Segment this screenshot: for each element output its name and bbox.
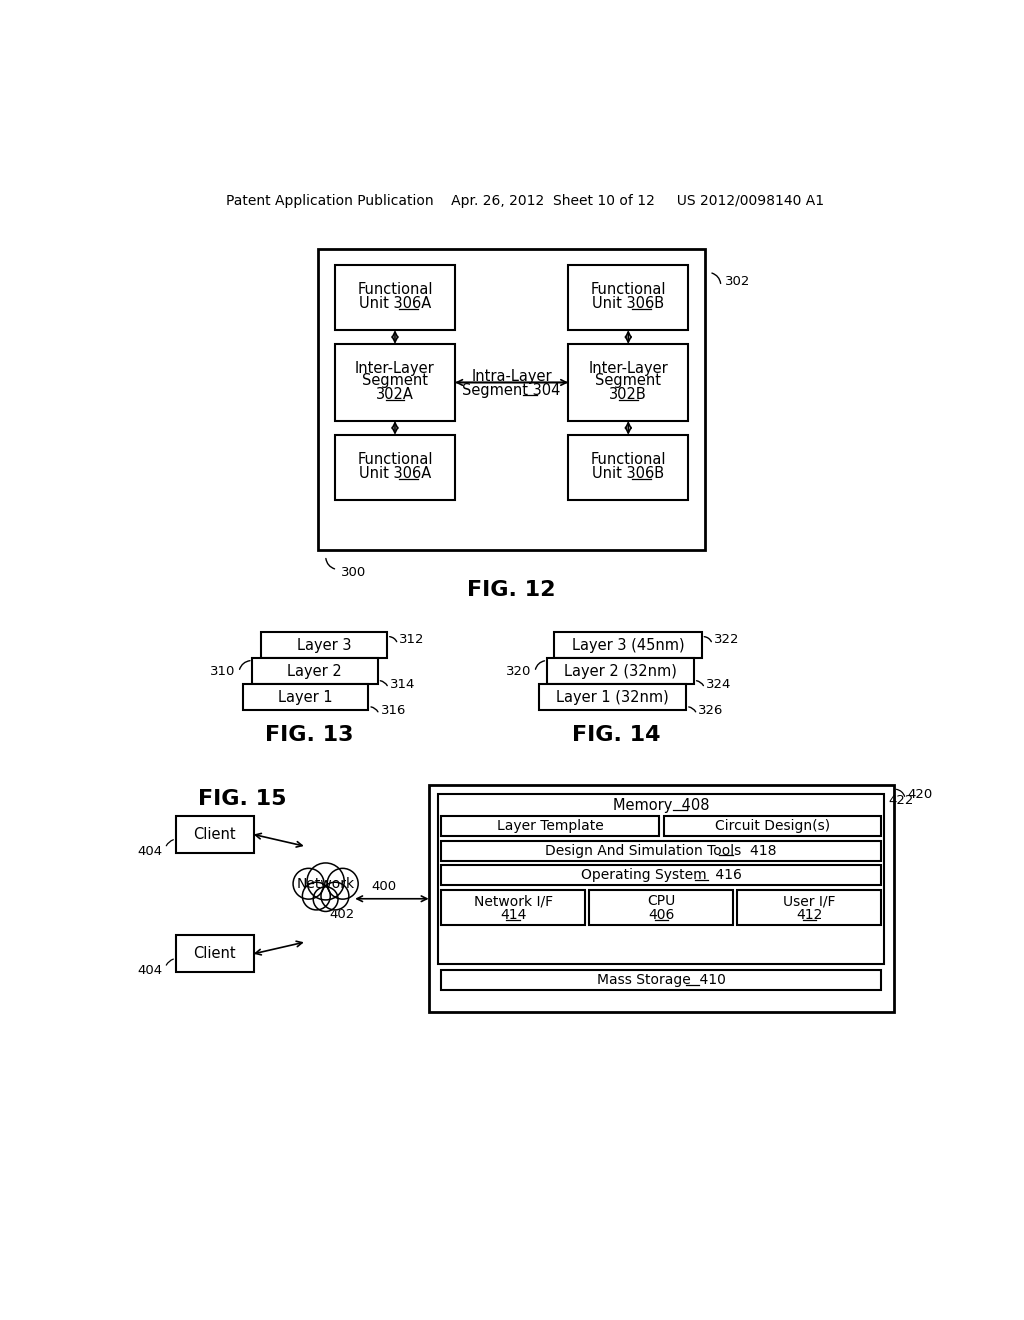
Circle shape (293, 869, 324, 899)
Text: Design And Simulation Tools  418: Design And Simulation Tools 418 (546, 843, 777, 858)
Text: Patent Application Publication    Apr. 26, 2012  Sheet 10 of 12     US 2012/0098: Patent Application Publication Apr. 26, … (225, 194, 824, 207)
Text: Inter-Layer: Inter-Layer (589, 362, 668, 376)
Bar (441, 816, 658, 836)
Bar (429, 785, 894, 1012)
Text: Unit 306B: Unit 306B (592, 296, 665, 312)
Text: 326: 326 (698, 704, 724, 717)
Text: 324: 324 (707, 677, 731, 690)
Text: 316: 316 (381, 704, 407, 717)
Text: Inter-Layer: Inter-Layer (355, 362, 435, 376)
Text: 312: 312 (399, 634, 425, 647)
Text: Layer 1: Layer 1 (279, 690, 333, 705)
Bar (261, 632, 387, 659)
Text: Operating System  416: Operating System 416 (581, 869, 741, 882)
Text: 320: 320 (506, 665, 531, 677)
Text: Circuit Design(s): Circuit Design(s) (715, 818, 830, 833)
Text: Segment: Segment (595, 374, 662, 388)
Text: 404: 404 (137, 845, 162, 858)
Text: Memory  408: Memory 408 (613, 797, 710, 813)
Text: 302: 302 (725, 275, 751, 288)
Text: Layer 2: Layer 2 (288, 664, 342, 678)
Text: Layer 2 (32nm): Layer 2 (32nm) (563, 664, 677, 678)
Bar (539, 684, 686, 710)
Text: Functional: Functional (591, 282, 666, 297)
Text: Unit 306B: Unit 306B (592, 466, 665, 482)
Text: Functional: Functional (357, 453, 433, 467)
Text: Mass Storage  410: Mass Storage 410 (597, 973, 726, 987)
Text: FIG. 15: FIG. 15 (198, 789, 287, 809)
Text: FIG. 12: FIG. 12 (467, 579, 556, 599)
Text: FIG. 13: FIG. 13 (265, 725, 353, 744)
Text: 414: 414 (500, 908, 526, 923)
Text: Unit 306A: Unit 306A (358, 466, 431, 482)
Text: 422: 422 (888, 795, 913, 807)
Bar (547, 659, 693, 684)
Text: Layer Template: Layer Template (497, 818, 603, 833)
Text: User I/F: User I/F (783, 895, 836, 908)
Text: FIG. 14: FIG. 14 (572, 725, 660, 744)
Text: 310: 310 (210, 665, 236, 677)
Bar (176, 936, 254, 973)
Text: 302A: 302A (376, 387, 414, 403)
Bar (317, 249, 706, 549)
Circle shape (328, 869, 358, 899)
Bar (335, 264, 455, 330)
Text: Segment 304: Segment 304 (463, 383, 561, 397)
Text: 412: 412 (796, 908, 822, 923)
Text: Segment: Segment (362, 374, 428, 388)
Bar (441, 841, 882, 861)
Text: 420: 420 (907, 788, 933, 801)
Bar (554, 632, 701, 659)
Text: Client: Client (194, 826, 237, 842)
Text: Layer 3: Layer 3 (297, 638, 351, 652)
Bar (335, 434, 455, 500)
Text: Network: Network (297, 876, 354, 891)
Bar (589, 890, 733, 925)
Text: Network I/F: Network I/F (474, 895, 553, 908)
Text: Unit 306A: Unit 306A (358, 296, 431, 312)
Bar (441, 890, 586, 925)
Text: Functional: Functional (591, 453, 666, 467)
Text: 406: 406 (648, 908, 675, 923)
Text: Client: Client (194, 946, 237, 961)
Text: Layer 3 (45nm): Layer 3 (45nm) (571, 638, 684, 652)
Bar (737, 890, 882, 925)
Bar (243, 684, 369, 710)
Text: 300: 300 (341, 566, 367, 579)
Bar (568, 345, 688, 421)
Text: 314: 314 (390, 677, 416, 690)
Text: Intra-Layer: Intra-Layer (471, 368, 552, 384)
Bar (176, 816, 254, 853)
Text: 322: 322 (714, 634, 739, 647)
Bar (568, 264, 688, 330)
Circle shape (307, 863, 344, 900)
Bar (438, 795, 885, 964)
Bar (664, 816, 882, 836)
Text: 404: 404 (137, 964, 162, 977)
Bar (441, 866, 882, 886)
Bar (568, 434, 688, 500)
Circle shape (302, 882, 331, 909)
Text: 302B: 302B (609, 387, 647, 403)
Text: Functional: Functional (357, 282, 433, 297)
Bar (335, 345, 455, 421)
Text: 402: 402 (330, 908, 354, 921)
Bar (252, 659, 378, 684)
Circle shape (321, 882, 349, 909)
Circle shape (313, 887, 338, 911)
Text: Layer 1 (32nm): Layer 1 (32nm) (556, 690, 669, 705)
Text: CPU: CPU (647, 895, 675, 908)
Text: 400: 400 (372, 880, 396, 892)
Bar (441, 970, 882, 990)
